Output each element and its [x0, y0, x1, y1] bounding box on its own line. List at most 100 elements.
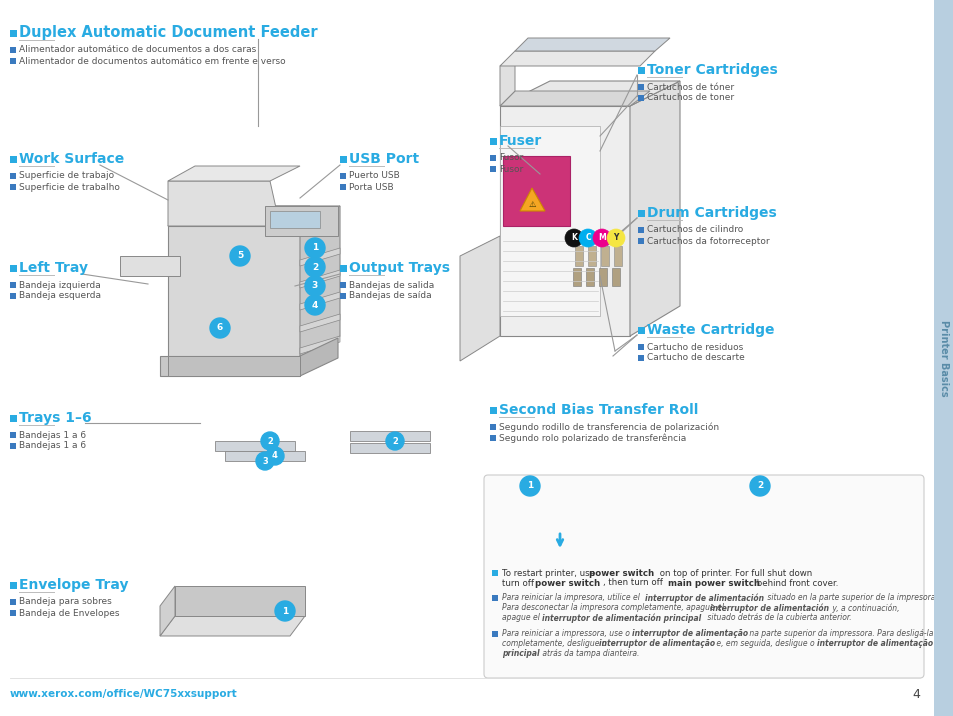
Text: Alimentador automático de documentos a dos caras: Alimentador automático de documentos a d… [19, 46, 256, 54]
Polygon shape [575, 246, 582, 266]
Circle shape [230, 246, 250, 266]
Bar [10, 184, 16, 190]
Bar [10, 432, 16, 438]
Bar [490, 407, 497, 414]
Text: y, a continuación,: y, a continuación, [829, 604, 899, 613]
Text: C: C [584, 233, 590, 243]
Polygon shape [612, 268, 619, 286]
Text: Fusor: Fusor [498, 165, 522, 173]
Text: Output Trays: Output Trays [349, 261, 450, 275]
Circle shape [274, 601, 294, 621]
Text: Segundo rolo polarizado de transferência: Segundo rolo polarizado de transferência [498, 433, 685, 442]
Text: principal: principal [501, 649, 539, 659]
Bar [339, 173, 346, 179]
Bar [638, 210, 644, 216]
Polygon shape [502, 156, 569, 226]
Text: Duplex Automatic Document Feeder: Duplex Automatic Document Feeder [19, 26, 317, 41]
Polygon shape [519, 188, 544, 211]
FancyBboxPatch shape [483, 475, 923, 678]
Circle shape [564, 229, 582, 247]
Polygon shape [459, 236, 499, 361]
Text: Fuser: Fuser [498, 134, 541, 148]
Polygon shape [614, 246, 621, 266]
Polygon shape [499, 91, 649, 106]
Circle shape [210, 318, 230, 338]
Text: turn off: turn off [501, 579, 537, 588]
Bar [10, 29, 17, 37]
Text: 1: 1 [312, 243, 317, 253]
Text: Second Bias Transfer Roll: Second Bias Transfer Roll [498, 403, 698, 417]
Circle shape [305, 238, 325, 258]
Bar [490, 155, 496, 161]
Text: Bandejas 1 a 6: Bandejas 1 a 6 [19, 430, 86, 440]
Circle shape [606, 229, 624, 247]
Polygon shape [120, 256, 180, 276]
Text: Bandeja para sobres: Bandeja para sobres [19, 597, 112, 606]
Text: power switch: power switch [535, 579, 599, 588]
Bar [490, 137, 497, 145]
Text: 2: 2 [267, 437, 273, 445]
Text: Puerto USB: Puerto USB [349, 172, 399, 180]
Bar [638, 84, 643, 90]
Polygon shape [629, 81, 679, 336]
Polygon shape [579, 506, 639, 561]
Bar [10, 415, 17, 422]
Polygon shape [299, 292, 339, 310]
Text: www.xerox.com/office/WC75xxsupport: www.xerox.com/office/WC75xxsupport [10, 689, 237, 699]
Text: Cartucho de residuos: Cartucho de residuos [646, 342, 742, 352]
Text: Left Tray: Left Tray [19, 261, 88, 275]
Bar [492, 595, 497, 601]
Circle shape [261, 432, 278, 450]
Text: Bandejas de salida: Bandejas de salida [349, 281, 434, 289]
Polygon shape [350, 431, 430, 441]
Circle shape [593, 229, 610, 247]
Text: Cartuchos da fotorreceptor: Cartuchos da fotorreceptor [646, 236, 769, 246]
Text: 2: 2 [756, 481, 762, 490]
Text: Bandeja de Envelopes: Bandeja de Envelopes [19, 609, 119, 617]
Text: Waste Cartridge: Waste Cartridge [646, 323, 774, 337]
Polygon shape [214, 441, 294, 451]
Text: Y: Y [613, 233, 618, 243]
Text: Fusor: Fusor [498, 153, 522, 163]
Text: completamente, desligue o: completamente, desligue o [501, 639, 608, 649]
Text: on top of printer. For full shut down: on top of printer. For full shut down [657, 569, 811, 578]
Text: 6: 6 [216, 324, 223, 332]
Circle shape [305, 257, 325, 277]
Polygon shape [350, 443, 430, 453]
Polygon shape [598, 268, 606, 286]
Polygon shape [168, 206, 339, 226]
Polygon shape [499, 106, 629, 336]
Text: interruptor de alimentação: interruptor de alimentação [816, 639, 932, 649]
Text: Superficie de trabalho: Superficie de trabalho [19, 183, 120, 191]
Polygon shape [270, 211, 319, 228]
Text: interruptor de alimentación: interruptor de alimentación [709, 604, 828, 613]
Polygon shape [499, 56, 515, 106]
Circle shape [519, 476, 539, 496]
Polygon shape [299, 248, 339, 266]
Bar [638, 344, 643, 350]
Text: na parte superior da impressora. Para desligá-la: na parte superior da impressora. Para de… [746, 629, 932, 639]
Text: Work Surface: Work Surface [19, 152, 124, 166]
Text: Cartuchos de tóner: Cartuchos de tóner [646, 82, 734, 92]
Bar [638, 326, 644, 334]
Text: Para reiniciar a impressora, use o: Para reiniciar a impressora, use o [501, 629, 632, 639]
Text: Superficie de trabajo: Superficie de trabajo [19, 172, 114, 180]
Text: To restart printer, use: To restart printer, use [501, 569, 598, 578]
Polygon shape [499, 126, 599, 316]
Text: interruptor de alimentação: interruptor de alimentação [631, 629, 747, 639]
Circle shape [305, 295, 325, 315]
Text: main power switch: main power switch [667, 579, 760, 588]
Text: Drum Cartridges: Drum Cartridges [646, 206, 776, 220]
Bar [492, 631, 497, 637]
Text: ⚠: ⚠ [528, 200, 536, 208]
Polygon shape [160, 356, 299, 376]
Polygon shape [168, 166, 299, 181]
Text: Envelope Tray: Envelope Tray [19, 578, 129, 592]
Polygon shape [573, 268, 580, 286]
Text: Bandejas 1 a 6: Bandejas 1 a 6 [19, 442, 86, 450]
Text: atrás da tampa dianteira.: atrás da tampa dianteira. [539, 649, 639, 659]
Polygon shape [587, 246, 596, 266]
Text: interruptor de alimentación: interruptor de alimentación [644, 594, 763, 603]
Text: Bandejas de saída: Bandejas de saída [349, 291, 431, 301]
Bar [339, 184, 346, 190]
